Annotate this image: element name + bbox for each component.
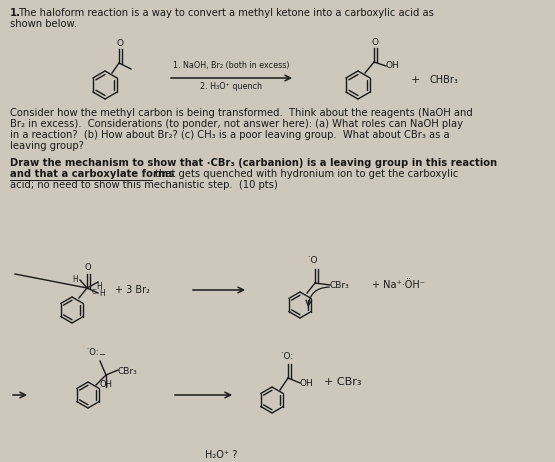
Text: + CBr₃: + CBr₃ (324, 377, 361, 387)
Text: 1.: 1. (10, 8, 21, 18)
Text: H: H (72, 275, 78, 285)
Text: 1. NaOH, Br₂ (both in excess): 1. NaOH, Br₂ (both in excess) (173, 61, 289, 70)
Text: O: O (85, 263, 92, 272)
Text: OH: OH (99, 380, 113, 389)
Text: leaving group?: leaving group? (10, 141, 84, 151)
Text: + Na⁺·ÖH⁻: + Na⁺·ÖH⁻ (372, 280, 425, 290)
Text: OH: OH (386, 61, 400, 69)
Text: +: + (410, 75, 420, 85)
Text: H: H (96, 282, 102, 291)
Text: in a reaction?  (b) How about Br₂? (c) CH₃ is a poor leaving group.  What about : in a reaction? (b) How about Br₂? (c) CH… (10, 130, 450, 140)
Text: C: C (92, 289, 97, 295)
Text: ˙O: ˙O (306, 256, 318, 265)
Text: Br₂ in excess).  Considerations (to ponder, not answer here): (a) What roles can: Br₂ in excess). Considerations (to ponde… (10, 119, 463, 129)
Text: CBr₃: CBr₃ (118, 366, 138, 376)
Text: O: O (117, 39, 124, 48)
Text: H₂O⁺ ?: H₂O⁺ ? (205, 450, 238, 460)
Text: Consider how the methyl carbon is being transformed.  Think about the reagents (: Consider how the methyl carbon is being … (10, 108, 473, 118)
Text: −: − (98, 350, 105, 359)
Text: CBr₃: CBr₃ (330, 280, 350, 290)
Text: O: O (371, 38, 379, 47)
Text: acid; no need to show this mechanistic step.  (10 pts): acid; no need to show this mechanistic s… (10, 180, 278, 190)
Text: shown below.: shown below. (10, 19, 77, 29)
Text: H: H (99, 290, 105, 298)
Text: + 3 Br₂: + 3 Br₂ (115, 285, 150, 295)
Text: Draw the mechanism to show that ⋅CBr₃ (carbanion) is a leaving group in this rea: Draw the mechanism to show that ⋅CBr₃ (c… (10, 158, 497, 168)
Text: OH: OH (300, 378, 314, 388)
Text: that gets quenched with hydronium ion to get the carboxylic: that gets quenched with hydronium ion to… (152, 169, 458, 179)
Text: CHBr₃: CHBr₃ (430, 75, 459, 85)
Text: 2. H₃O⁺ quench: 2. H₃O⁺ quench (200, 82, 262, 91)
Text: ˙O:: ˙O: (279, 352, 293, 361)
Text: ˙O:: ˙O: (85, 348, 99, 357)
Text: and that a carboxylate forms: and that a carboxylate forms (10, 169, 174, 179)
Text: The haloform reaction is a way to convert a methyl ketone into a carboxylic acid: The haloform reaction is a way to conver… (18, 8, 434, 18)
